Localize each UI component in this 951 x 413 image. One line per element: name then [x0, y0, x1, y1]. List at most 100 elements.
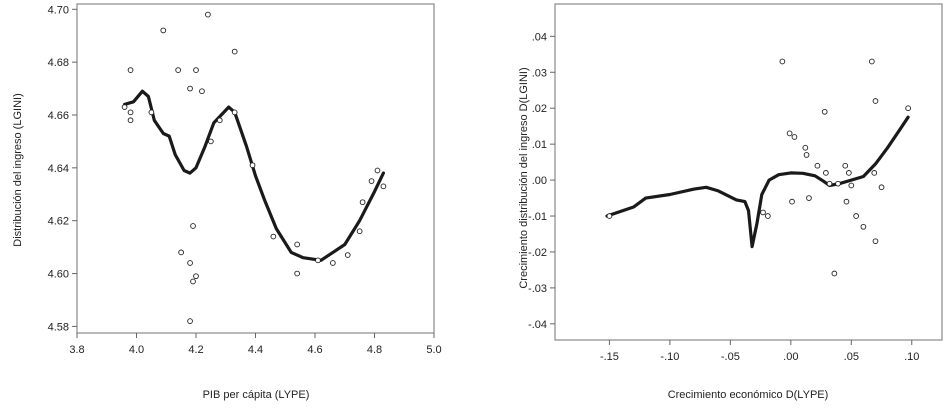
data-point: [871, 170, 878, 176]
data-point: [205, 11, 211, 18]
data-point: [359, 199, 366, 206]
data-point: [121, 104, 128, 110]
data-point: [368, 178, 375, 184]
data-point: [187, 318, 193, 324]
data-point: [356, 228, 363, 235]
y-tick-label: -.01: [528, 211, 547, 223]
data-point: [803, 152, 810, 158]
right-x-axis-label: Crecimiento económico D(LYPE): [668, 389, 829, 401]
y-tick-label: -.03: [528, 283, 547, 295]
y-tick-label: .01: [532, 139, 547, 151]
y-tick-label: -.02: [528, 247, 547, 259]
data-point: [127, 67, 134, 73]
data-point: [294, 241, 301, 248]
data-point: [148, 109, 155, 116]
x-tick-label: .00: [783, 351, 798, 363]
right-panel-growth-distribution-vs-growth: Crecimiento económico D(LYPE) Crecimient…: [518, 3, 943, 401]
data-point: [315, 257, 321, 264]
y-tick-label: 4.68: [48, 57, 69, 69]
data-point: [814, 162, 821, 169]
x-tick-label: -.15: [600, 351, 619, 363]
data-point: [821, 108, 828, 115]
x-tick-label: 4.0: [129, 344, 144, 356]
data-point: [826, 180, 833, 187]
data-point: [848, 182, 855, 189]
left-x-axis-label: PIB per cápita (LYPE): [203, 389, 310, 401]
data-point: [190, 223, 196, 229]
data-point: [231, 109, 238, 116]
data-point: [374, 167, 381, 174]
data-point: [823, 170, 829, 176]
data-point: [791, 134, 798, 140]
data-point: [127, 109, 134, 116]
data-point: [294, 270, 301, 277]
data-point: [872, 98, 879, 104]
data-point: [231, 48, 238, 55]
data-point: [806, 195, 812, 201]
data-point: [872, 238, 879, 245]
data-point: [831, 270, 838, 277]
x-tick-label: 4.6: [307, 344, 322, 356]
data-point: [190, 278, 196, 285]
x-tick-label: 4.8: [367, 344, 382, 356]
data-point: [878, 184, 885, 191]
data-point: [789, 198, 795, 205]
y-tick-label: .04: [532, 31, 547, 43]
data-point: [606, 213, 613, 219]
data-point: [846, 170, 852, 176]
plot-frame: [76, 3, 435, 334]
data-point: [216, 117, 223, 124]
data-point: [853, 213, 859, 219]
data-point: [330, 260, 336, 266]
data-point: [380, 183, 387, 190]
x-tick-label: 4.2: [188, 344, 203, 356]
y-tick-label: .00: [532, 175, 547, 187]
y-tick-label: 4.70: [48, 4, 69, 16]
data-point: [187, 85, 193, 92]
left-panel-income-distribution-vs-gdp: PIB per cápita (LYPE) Distribución del i…: [12, 3, 442, 401]
data-point: [208, 138, 214, 145]
data-point: [843, 198, 850, 205]
smoothed-fit-line: [605, 115, 910, 249]
x-tick-label: -.05: [721, 351, 740, 363]
smoothed-fit-line: [123, 89, 385, 262]
data-point: [270, 233, 277, 240]
data-point: [905, 105, 911, 112]
x-tick-label: .05: [844, 351, 859, 363]
plot-frame: [554, 3, 943, 341]
y-tick-label: 4.66: [48, 110, 69, 122]
x-tick-label: 5.0: [426, 344, 441, 356]
data-point: [249, 162, 256, 169]
y-tick-label: .02: [532, 103, 547, 115]
data-point: [193, 273, 199, 280]
data-point: [160, 27, 167, 34]
data-point: [786, 130, 793, 137]
y-tick-label: 4.58: [48, 321, 69, 333]
x-tick-label: .10: [904, 351, 919, 363]
right-y-axis-label: Crecimiento distribución del ingreso D(L…: [518, 67, 530, 288]
data-point: [187, 260, 193, 266]
data-point: [802, 144, 809, 151]
data-point: [779, 58, 786, 65]
data-point: [127, 117, 134, 124]
data-point: [842, 162, 849, 169]
x-tick-label: -.10: [660, 351, 679, 363]
data-point: [860, 223, 867, 230]
data-point: [344, 252, 351, 258]
data-point: [764, 213, 771, 219]
y-tick-label: 4.62: [48, 216, 69, 228]
data-point: [835, 180, 841, 187]
x-tick-label: 3.8: [69, 344, 84, 356]
data-point: [175, 67, 182, 73]
left-y-axis-label: Distribución del ingreso (LGINI): [12, 93, 24, 246]
data-point: [869, 58, 875, 65]
x-tick-label: 4.4: [248, 344, 263, 356]
data-point: [193, 67, 199, 73]
y-tick-label: 4.60: [48, 269, 69, 281]
y-tick-label: .03: [532, 67, 547, 79]
data-point: [760, 209, 766, 216]
data-point: [178, 249, 184, 256]
data-point: [199, 88, 205, 95]
y-tick-label: 4.64: [48, 163, 69, 175]
